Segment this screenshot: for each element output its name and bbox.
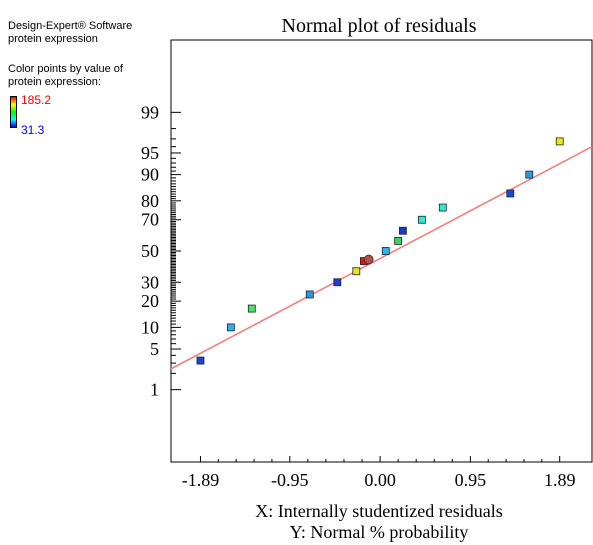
residual-point (525, 170, 534, 179)
residual-point (352, 267, 361, 276)
residual-point (398, 226, 407, 235)
normal-reference-line (170, 145, 593, 370)
y-tick-label: 90 (141, 165, 159, 185)
x-tick-label: -0.95 (271, 470, 309, 490)
residual-point (381, 247, 390, 255)
residual-point (417, 215, 426, 224)
color-scale-bar (10, 96, 17, 128)
residual-point (305, 290, 314, 299)
residual-point (363, 254, 374, 265)
y-tick-label: 30 (141, 272, 159, 292)
plot-frame (170, 39, 593, 463)
x-tick-label: 0.95 (455, 470, 487, 490)
y-tick-label: 1 (150, 380, 159, 400)
chart-title: Normal plot of residuals (282, 15, 477, 37)
residual-point (438, 203, 447, 212)
residual-point (196, 356, 205, 365)
color-caption-line1: Color points by value of (8, 63, 123, 75)
x-tick-label: 1.89 (544, 470, 576, 490)
x-tick-label: 0.00 (364, 470, 396, 490)
y-tick-label: 70 (141, 210, 159, 230)
y-tick-label: 80 (141, 191, 159, 211)
color-caption-line2: protein expression: (8, 76, 101, 88)
y-tick-label: 5 (150, 339, 159, 359)
residual-point (226, 323, 235, 332)
y-axis-label: Y: Normal % probability (290, 522, 469, 542)
y-tick-label: 95 (141, 143, 159, 163)
y-tick-label: 99 (141, 102, 159, 122)
y-tick-label: 10 (141, 317, 159, 337)
residual-point (555, 137, 564, 146)
color-scale-max: 185.2 (21, 93, 52, 107)
x-tick-label: -1.89 (182, 470, 220, 490)
residual-point (506, 189, 515, 198)
residual-point (247, 304, 256, 313)
response-name: protein expression (8, 33, 98, 45)
y-tick-label: 20 (141, 291, 159, 311)
software-name: Design-Expert® Software (8, 20, 133, 32)
y-tick-label: 50 (141, 241, 159, 261)
color-scale-min: 31.3 (21, 123, 45, 137)
residual-point (394, 237, 403, 245)
x-axis-label: X: Internally studentized residuals (255, 501, 502, 521)
residual-point (333, 278, 342, 287)
